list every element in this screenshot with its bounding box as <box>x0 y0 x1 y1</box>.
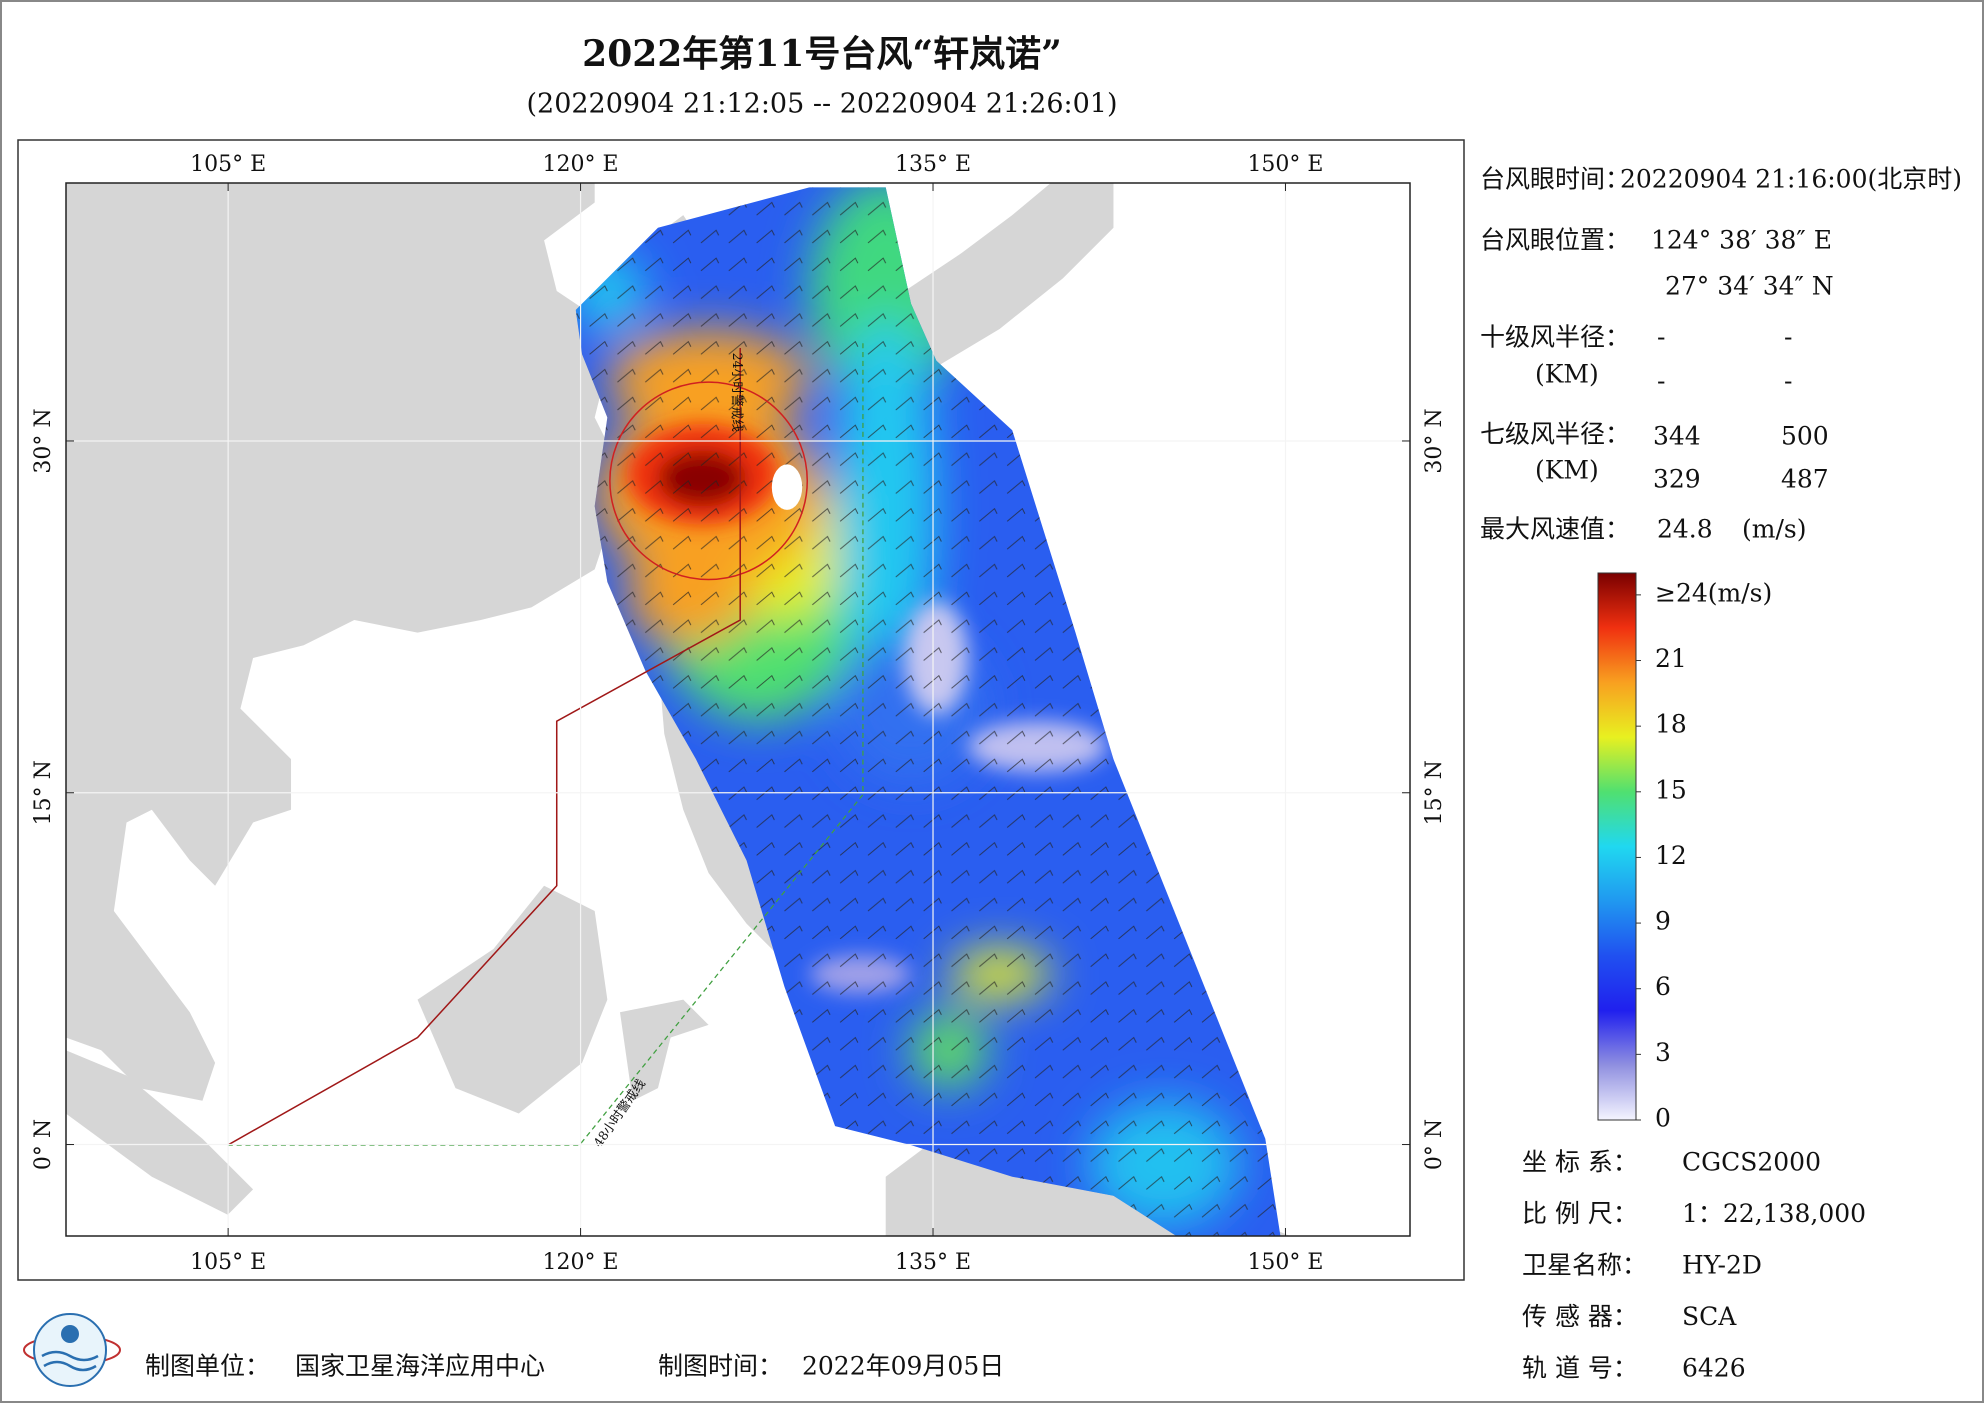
meta-value: HY-2D <box>1682 1251 1762 1280</box>
lat-tick-label: 0° N <box>31 1119 56 1170</box>
footer-value: 国家卫星海洋应用中心 <box>295 1352 545 1381</box>
info-value: 329 <box>1653 465 1701 494</box>
annotation: 24小时警戒线 <box>730 353 745 433</box>
lon-tick-label: 150° E <box>1247 152 1323 177</box>
meta-label: 轨 道 号： <box>1522 1354 1638 1383</box>
map-ticks: 105° E 105° E 120° E 120° E 135° E 135° E 150°… <box>31 152 1447 1275</box>
lat-tick-label: 0° N <box>1422 1119 1447 1170</box>
info-label: 十级风半径： <box>1480 323 1630 352</box>
wind-radius <box>609 381 809 581</box>
meta-value: CGCS2000 <box>1682 1148 1821 1177</box>
meta-label: 卫星名称： <box>1522 1251 1647 1280</box>
info-value: 487 <box>1781 465 1829 494</box>
colorbar: ≥24(m/s) 21 18 15 12 9 6 3 0 <box>1597 572 1772 1133</box>
info-value: 500 <box>1781 422 1829 451</box>
metadata: 坐 标 系： CGCS2000 比 例 尺： 1：22,138,000 卫星名称： HY-… <box>1522 1148 1866 1383</box>
info-unit: (KM) <box>1535 360 1599 389</box>
colorbar-bar <box>1597 572 1637 1121</box>
info-value: 124° 38′ 38″ E <box>1651 226 1832 255</box>
info-label: 七级风半径： <box>1480 420 1630 449</box>
meta-label: 坐 标 系： <box>1522 1148 1638 1177</box>
colorbar-label: 15 <box>1655 775 1687 804</box>
map-frame <box>17 139 1465 1281</box>
colorbar-label: 0 <box>1655 1104 1671 1133</box>
logo <box>23 1313 121 1387</box>
info-panel: 台风眼时间： 20220904 21:16:00(北京时) 台风眼位置： 124… <box>1480 165 1962 544</box>
info-value: - <box>1657 323 1665 352</box>
info-value: 24.8 <box>1657 515 1713 544</box>
colorbar-label: 9 <box>1655 907 1671 936</box>
info-unit: (m/s) <box>1742 515 1806 544</box>
info-label: 台风眼时间： <box>1480 165 1630 194</box>
info-value: 344 <box>1653 422 1701 451</box>
footer-value: 2022年09月05日 <box>802 1352 1004 1381</box>
lon-tick-label: 120° E <box>543 152 619 177</box>
meta-label: 传 感 器： <box>1522 1302 1638 1331</box>
lon-tick-label: 105° E <box>190 1250 266 1275</box>
lat-tick-label: 30° N <box>1422 408 1447 473</box>
colorbar-label: 21 <box>1655 644 1687 673</box>
map: 24小时警戒线 48小时警戒线 <box>65 183 1411 1237</box>
meta-label: 比 例 尺： <box>1522 1199 1638 1228</box>
lon-tick-label: 150° E <box>1247 1250 1323 1275</box>
subtitle: (20220904 21:12:05 -- 20220904 21:26:01) <box>526 89 1117 120</box>
warning-line-24h <box>227 347 741 1146</box>
footer-label: 制图时间： <box>658 1352 783 1381</box>
colorbar-label: ≥24(m/s) <box>1655 578 1772 607</box>
lat-tick-label: 15° N <box>31 760 56 825</box>
footer-label: 制图单位： <box>145 1352 270 1381</box>
lon-tick-label: 120° E <box>543 1250 619 1275</box>
colorbar-label: 12 <box>1655 841 1687 870</box>
meta-value: 6426 <box>1682 1354 1746 1383</box>
meta-value: SCA <box>1682 1302 1737 1331</box>
info-value: 27° 34′ 34″ N <box>1665 272 1834 301</box>
info-value: - <box>1784 367 1792 396</box>
colorbar-label: 6 <box>1655 972 1671 1001</box>
colorbar-label: 18 <box>1655 710 1687 739</box>
info-label: 台风眼位置： <box>1480 226 1630 255</box>
info-label: 最大风速值： <box>1480 515 1630 544</box>
info-value: 20220904 21:16:00(北京时) <box>1620 165 1962 194</box>
lat-tick-label: 30° N <box>31 408 56 473</box>
colorbar-label: 3 <box>1655 1038 1671 1067</box>
lon-tick-label: 135° E <box>895 152 971 177</box>
lon-tick-label: 135° E <box>895 1250 971 1275</box>
meta-value: 1：22,138,000 <box>1682 1199 1866 1228</box>
warning-line-48h <box>227 341 864 1146</box>
title: 2022年第11号台风“轩岚诺” <box>582 33 1062 75</box>
lon-tick-label: 105° E <box>190 152 266 177</box>
info-value: - <box>1784 323 1792 352</box>
lat-tick-label: 15° N <box>1422 760 1447 825</box>
info-value: - <box>1657 367 1665 396</box>
map-inner-frame <box>65 182 1411 1237</box>
info-unit: (KM) <box>1535 456 1599 485</box>
